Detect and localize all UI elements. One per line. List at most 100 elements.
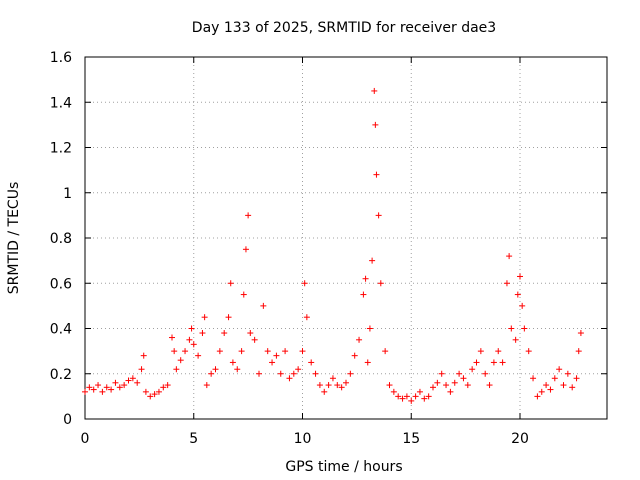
data-point [477,348,484,355]
data-point [301,280,308,287]
data-point [464,382,471,389]
data-point [373,171,380,178]
y-tick-label: 0 [63,412,72,428]
data-point [547,386,554,393]
data-point [199,330,206,337]
data-point [473,359,480,366]
data-point [351,352,358,359]
data-point [412,393,419,400]
data-point [460,375,467,382]
data-point [569,384,576,391]
data-point [256,370,262,377]
data-point [366,325,373,332]
y-tick-label: 1.4 [50,95,72,111]
data-point [377,280,384,287]
data-point [390,388,397,395]
data-point [425,393,432,400]
data-point [503,280,510,287]
data-point [416,388,423,395]
data-point [295,366,302,373]
data-point [290,370,297,377]
data-point [399,395,406,402]
data-point [245,212,252,219]
data-point [316,382,323,389]
data-point [264,348,271,355]
data-point [486,382,493,389]
data-point [334,382,341,389]
data-point [482,370,489,377]
data-point [99,388,106,395]
data-point [216,348,223,355]
data-point [530,375,537,382]
data-point [82,388,88,395]
data-point [438,370,445,377]
data-point [443,382,450,389]
data-point [403,393,410,400]
data-point [321,388,328,395]
data-point [282,348,289,355]
data-point [371,87,378,94]
data-point [375,212,382,219]
data-point [517,273,523,280]
x-tick-label: 10 [294,431,312,447]
data-point [560,382,567,389]
data-point [360,291,367,298]
data-point [225,314,232,321]
data-point [525,348,532,355]
data-point [538,388,545,395]
data-point [212,366,219,373]
data-point [356,336,363,343]
data-point [95,382,102,389]
y-tick-label: 0.8 [50,231,72,247]
data-point [188,325,195,332]
data-point [577,330,584,337]
data-point [362,275,369,282]
data-point [312,370,319,377]
x-tick-label: 0 [81,431,90,447]
data-point [273,352,280,359]
y-tick-label: 1.2 [50,141,72,157]
data-point [556,366,563,373]
data-point [86,384,93,391]
data-point [308,359,315,366]
x-tick-label: 15 [402,431,420,447]
data-point [575,348,582,355]
data-point [386,382,393,389]
data-point [171,348,178,355]
data-points [82,87,584,404]
data-point [490,359,497,366]
data-point [573,375,580,382]
y-tick-label: 1 [63,186,72,202]
data-point [177,357,184,364]
data-point [499,359,506,366]
data-point [277,370,284,377]
data-point [229,359,236,366]
data-point [514,291,521,298]
data-point [395,393,402,400]
x-axis-label: GPS time / hours [285,459,402,475]
data-point [160,384,167,391]
data-point [227,280,234,287]
data-point [169,334,175,341]
data-point [543,382,550,389]
data-point [329,375,336,382]
data-point [343,379,349,386]
data-point [186,336,193,343]
data-point [138,366,145,373]
data-point [508,325,515,332]
data-point [129,375,136,382]
data-point [251,336,258,343]
data-point [108,386,115,393]
data-point [151,391,158,398]
y-tick-label: 0.4 [50,322,72,338]
data-point [208,370,215,377]
data-point [451,379,458,386]
data-point [125,377,132,384]
data-point [506,253,513,260]
data-point [551,375,558,382]
data-point [201,314,208,321]
data-point [240,291,247,298]
data-point [347,370,354,377]
